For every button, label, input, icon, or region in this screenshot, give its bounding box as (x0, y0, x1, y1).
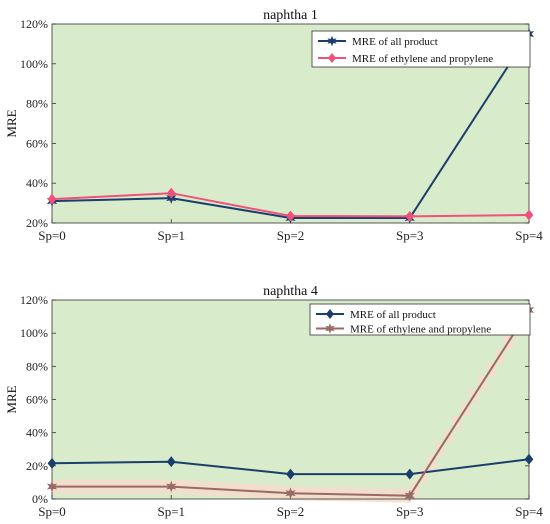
chart-panel-1: 20% 40% 60% 80% 100% 120% Sp=0 Sp=1 Sp=2 Sp=3 Sp=4… (4, 8, 543, 243)
legend: MRE of all product MRE of ethylene and pr… (309, 303, 531, 336)
legend: MRE of all product MRE of ethylene and pr… (311, 30, 531, 68)
legend-box (309, 303, 531, 336)
data-point (166, 187, 176, 199)
data-point (286, 468, 295, 480)
legend-marker (327, 35, 337, 47)
y-tick-label: 100% (20, 326, 48, 340)
x-tick-label: Sp=4 (515, 228, 543, 243)
legend-label: MRE of ethylene and propylene (352, 53, 493, 65)
y-tick-label: 120% (20, 17, 48, 31)
x-tick-label: Sp=4 (515, 504, 543, 519)
data-point (285, 487, 296, 500)
y-tick-label: 80% (26, 359, 48, 373)
y-axis-label: MRE (4, 109, 19, 137)
legend-marker (326, 309, 334, 319)
series-1 (47, 453, 534, 480)
legend-box (311, 30, 531, 68)
chart-panel-2: 0% 20% 40% 60% 80% 100% 120% Sp=0 Sp=1 Sp=2 Sp=3 Sp… (4, 284, 543, 519)
data-point (404, 489, 415, 502)
y-tick-label: 100% (20, 57, 48, 71)
y-axis-label: MRE (4, 385, 19, 413)
data-point (47, 193, 57, 205)
data-point (405, 468, 415, 480)
x-tick-label: Sp=2 (277, 504, 305, 519)
x-tick-label: Sp=1 (157, 504, 185, 519)
x-tick-label: Sp=3 (396, 504, 424, 519)
data-point (524, 453, 534, 465)
y-tick-label: 0% (32, 492, 48, 506)
data-point (524, 209, 534, 221)
x-tick-label: Sp=0 (38, 228, 66, 243)
legend-label: MRE of ethylene and propylene (350, 324, 491, 336)
data-point (166, 456, 176, 468)
y-tick-label: 20% (26, 216, 48, 230)
y-tick-label: 60% (26, 136, 48, 150)
y-tick-label: 60% (26, 393, 48, 407)
x-tick-label: Sp=2 (277, 228, 305, 243)
chart-title: naphtha 1 (263, 8, 318, 23)
x-tick-label: Sp=3 (396, 228, 424, 243)
data-point (47, 457, 57, 469)
x-tick-label: Sp=0 (38, 504, 66, 519)
chart-title: naphtha 4 (263, 284, 318, 299)
y-tick-label: 40% (26, 426, 48, 440)
y-tick-label: 120% (20, 293, 48, 307)
series-2 (47, 187, 534, 222)
legend-marker (325, 323, 335, 334)
y-tick-label: 40% (26, 176, 48, 190)
data-point (405, 210, 415, 222)
x-tick-label: Sp=1 (157, 228, 185, 243)
data-point (166, 480, 177, 493)
y-tick-label: 20% (26, 459, 48, 473)
y-tick-label: 80% (26, 97, 48, 111)
legend-label: MRE of all product (352, 36, 438, 48)
data-point (286, 210, 295, 222)
data-point (46, 480, 58, 493)
legend-marker (328, 53, 336, 63)
legend-label: MRE of all product (350, 309, 436, 321)
